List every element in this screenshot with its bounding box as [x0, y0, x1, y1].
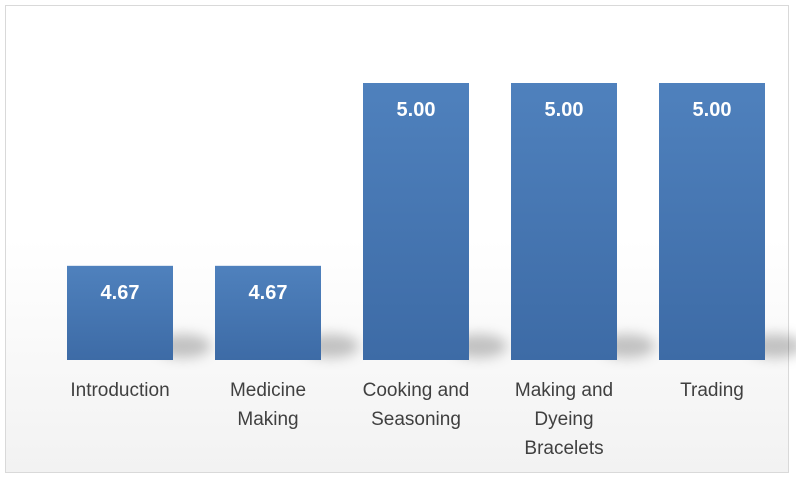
category-label: Trading [680, 380, 744, 401]
bar [67, 265, 173, 360]
bar [659, 83, 765, 360]
bar [511, 83, 617, 360]
bar [363, 83, 469, 360]
bar [215, 265, 321, 360]
data-label: 5.00 [397, 99, 436, 121]
category-label: Making and Dyeing Bracelets [515, 380, 613, 459]
data-label: 5.00 [545, 99, 584, 121]
category-label: Cooking and Seasoning [363, 380, 470, 430]
data-label: 5.00 [693, 99, 732, 121]
data-label: 4.67 [249, 282, 288, 304]
category-label: Medicine Making [230, 380, 306, 430]
category-label: Introduction [70, 380, 169, 401]
data-label: 4.67 [101, 282, 140, 304]
